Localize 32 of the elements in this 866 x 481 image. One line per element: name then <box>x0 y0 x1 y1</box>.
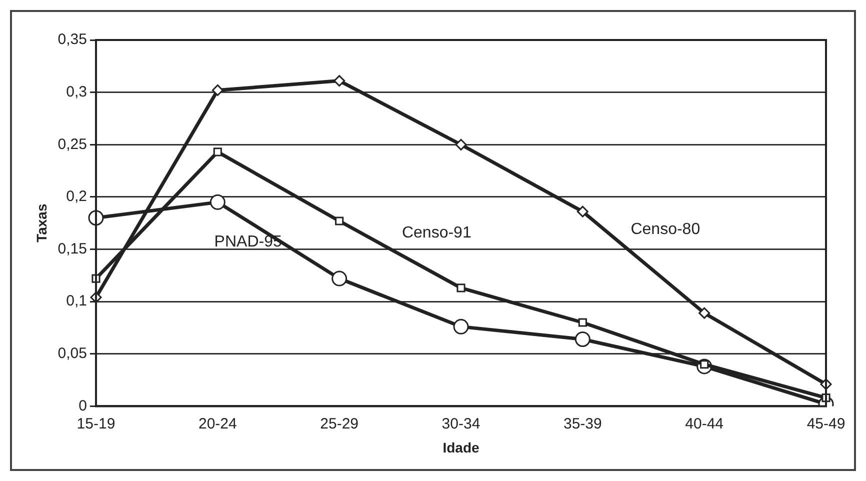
y-tick-label: 0,15 <box>58 240 87 258</box>
point <box>212 84 224 96</box>
x-tick-label: 35-39 <box>563 415 602 432</box>
point <box>213 148 222 156</box>
point <box>698 307 710 319</box>
x-axis-title: Idade <box>442 439 480 456</box>
y-tick-label: 0,3 <box>66 83 87 100</box>
point <box>335 216 344 226</box>
y-tick-label: 0,25 <box>58 136 87 153</box>
point <box>455 138 467 150</box>
point <box>332 270 348 286</box>
y-tick-label: 0,35 <box>58 31 87 48</box>
point <box>334 75 346 87</box>
point <box>576 206 588 218</box>
y-tick-label: 0,1 <box>66 292 87 310</box>
point <box>574 331 590 347</box>
x-tick-label: 25-29 <box>320 415 359 432</box>
x-tick-label: 20-24 <box>198 415 237 432</box>
x-tick-label: 15-19 <box>76 415 116 432</box>
point <box>453 318 469 334</box>
x-tick-label: 40-44 <box>685 415 724 432</box>
point <box>210 194 226 210</box>
point <box>456 284 466 292</box>
y-tick-label: 0 <box>78 397 87 414</box>
y-tick-label: 0,05 <box>58 345 87 362</box>
y-axis-title: Taxas <box>33 204 50 242</box>
y-tick-label: 0,2 <box>66 188 87 206</box>
series-label: Censo-80 <box>630 220 700 238</box>
x-tick-label: 30-34 <box>442 415 480 432</box>
point <box>578 318 587 327</box>
series-label: Censo-91 <box>402 224 472 242</box>
x-tick-label: 45-49 <box>806 415 846 432</box>
